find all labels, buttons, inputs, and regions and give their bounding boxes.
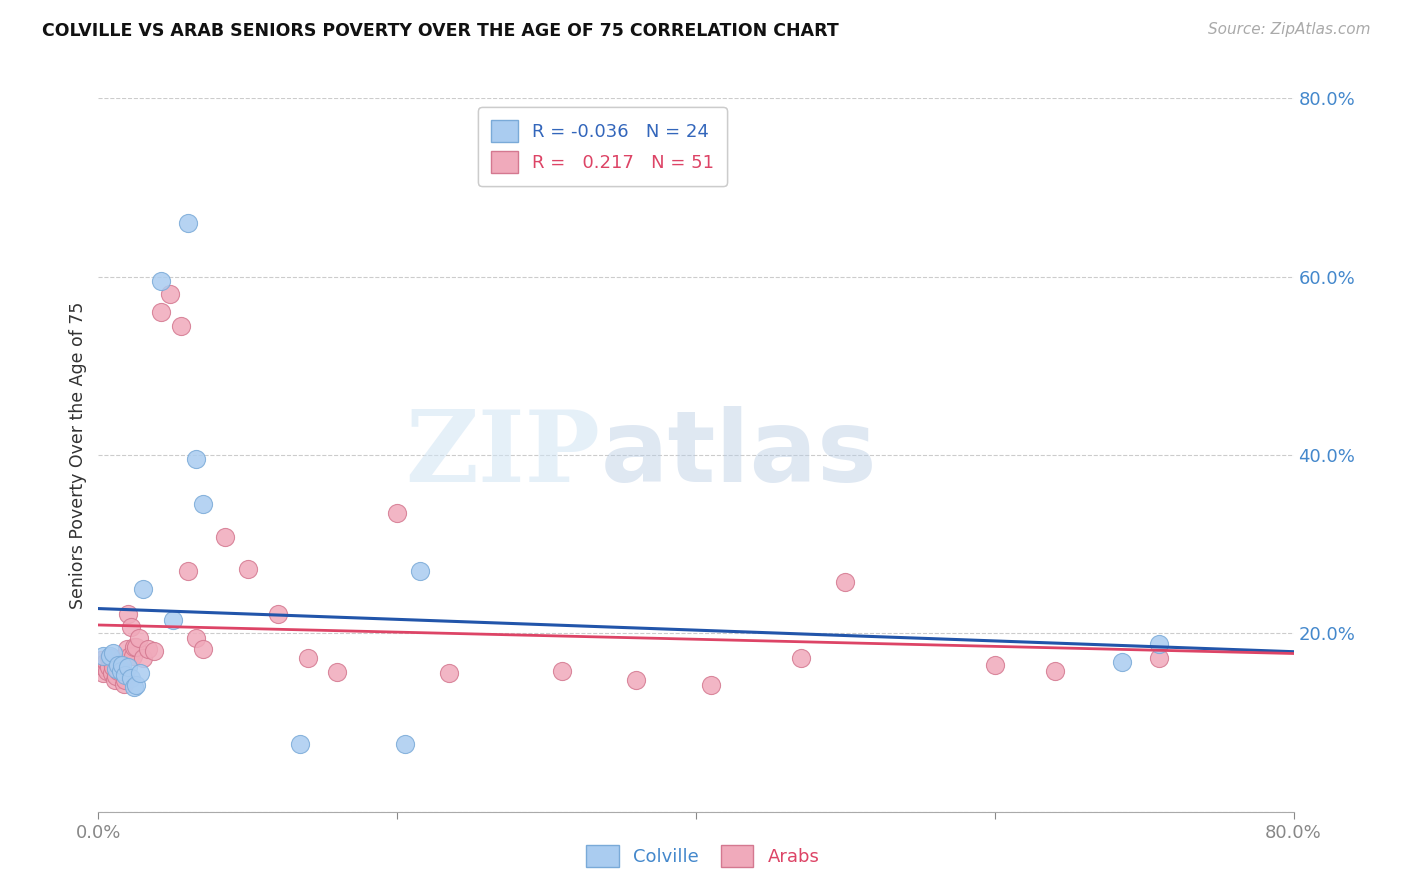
Point: [267, 607, 290, 621]
Point: [129, 666, 152, 681]
Point: [107, 664, 129, 678]
Text: atlas: atlas: [600, 407, 877, 503]
Point: [394, 737, 416, 751]
Point: [117, 607, 139, 621]
Point: [214, 530, 236, 544]
Point: [142, 644, 165, 658]
Point: [1147, 637, 1170, 651]
Point: [132, 582, 155, 596]
Point: [96, 664, 118, 678]
Legend: R = -0.036   N = 24, R =   0.217   N = 51: R = -0.036 N = 24, R = 0.217 N = 51: [478, 107, 727, 186]
Text: COLVILLE VS ARAB SENIORS POVERTY OVER THE AGE OF 75 CORRELATION CHART: COLVILLE VS ARAB SENIORS POVERTY OVER TH…: [42, 22, 839, 40]
Point: [1111, 655, 1133, 669]
Point: [150, 274, 173, 288]
Point: [439, 666, 461, 681]
Point: [110, 655, 132, 669]
Point: [1147, 651, 1170, 665]
Point: [191, 497, 214, 511]
Point: [326, 665, 349, 679]
Point: [118, 648, 141, 663]
Point: [408, 564, 430, 578]
Point: [124, 680, 146, 694]
Point: [93, 660, 115, 674]
Point: [834, 574, 856, 589]
Point: [114, 673, 136, 687]
Point: [124, 640, 146, 654]
Point: [236, 562, 259, 576]
Point: [97, 660, 120, 674]
Point: [136, 642, 159, 657]
Point: [184, 631, 207, 645]
Text: ZIP: ZIP: [405, 407, 600, 503]
Point: [121, 648, 143, 663]
Point: [120, 620, 142, 634]
Point: [111, 657, 134, 672]
Point: [125, 678, 148, 692]
Point: [117, 660, 139, 674]
Point: [111, 651, 134, 665]
Point: [169, 318, 191, 333]
Point: [90, 653, 112, 667]
Legend: Colville, Arabs: Colville, Arabs: [579, 838, 827, 874]
Point: [103, 646, 125, 660]
Point: [104, 673, 127, 687]
Point: [128, 631, 150, 645]
Point: [177, 564, 200, 578]
Point: [105, 669, 128, 683]
Point: [150, 305, 173, 319]
Point: [97, 651, 120, 665]
Point: [105, 662, 128, 676]
Point: [125, 640, 148, 654]
Point: [114, 668, 136, 682]
Point: [288, 737, 311, 751]
Point: [91, 648, 114, 663]
Point: [108, 656, 131, 670]
Point: [89, 657, 111, 672]
Point: [789, 651, 811, 665]
Point: [624, 673, 647, 687]
Point: [550, 664, 572, 678]
Point: [184, 452, 207, 467]
Point: [103, 660, 125, 674]
Y-axis label: Seniors Poverty Over the Age of 75: Seniors Poverty Over the Age of 75: [69, 301, 87, 608]
Point: [112, 677, 135, 691]
Point: [177, 216, 200, 230]
Point: [700, 678, 723, 692]
Point: [98, 651, 122, 665]
Point: [983, 657, 1005, 672]
Point: [385, 506, 409, 520]
Point: [110, 664, 132, 678]
Point: [162, 613, 184, 627]
Point: [107, 657, 129, 672]
Point: [115, 642, 138, 657]
Point: [191, 642, 214, 657]
Point: [94, 655, 117, 669]
Point: [1043, 664, 1066, 678]
Point: [297, 651, 319, 665]
Point: [101, 666, 124, 681]
Point: [120, 671, 142, 685]
Point: [159, 287, 181, 301]
Point: [132, 651, 155, 665]
Text: Source: ZipAtlas.com: Source: ZipAtlas.com: [1208, 22, 1371, 37]
Point: [98, 648, 122, 663]
Point: [91, 666, 114, 681]
